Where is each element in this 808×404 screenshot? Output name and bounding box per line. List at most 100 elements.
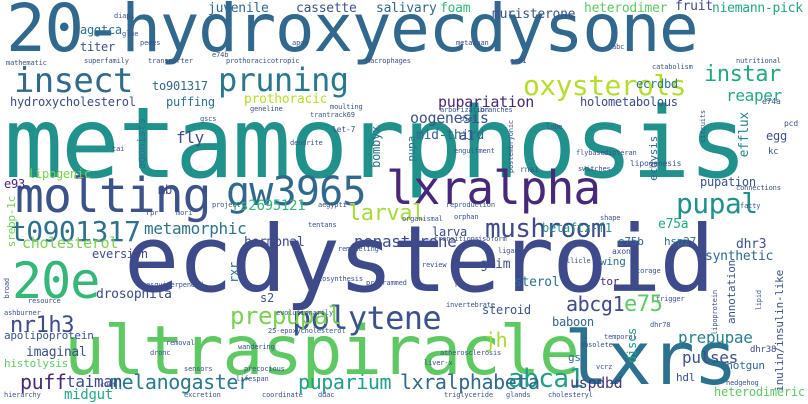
word: prothoracic — [244, 92, 328, 107]
word: ecrdbd — [636, 77, 678, 91]
word: let-7 — [332, 125, 356, 134]
word: uspdbd — [570, 374, 623, 392]
word: melanogaster — [110, 370, 250, 394]
word: hsp27 — [664, 235, 697, 248]
word: heterodimeric — [714, 385, 805, 399]
word: follicle — [558, 257, 591, 265]
word: rs2695121 — [232, 198, 306, 214]
word: rxr — [227, 262, 241, 283]
word: lobe — [546, 123, 563, 131]
word: diap1 — [114, 12, 135, 20]
word: organismal — [402, 215, 443, 223]
word: eversion — [92, 247, 148, 261]
word: e74a — [762, 97, 781, 106]
word: mb — [158, 183, 172, 197]
word: oogenesis — [410, 109, 489, 127]
word: reaper — [726, 86, 782, 105]
word: insect — [14, 61, 133, 101]
word: puff — [20, 370, 67, 394]
word: hierarchy — [4, 391, 41, 399]
word: kc — [768, 147, 779, 157]
word: betaftz-f1 — [542, 221, 612, 235]
word: larval — [348, 201, 425, 226]
word: aggtca — [80, 23, 122, 37]
word: molting — [15, 168, 212, 224]
word: grim — [480, 257, 511, 272]
word: ligands — [498, 247, 527, 255]
word: 20-hydroxyecdysone — [6, 0, 699, 67]
word: lipid — [755, 290, 763, 311]
word: midgut — [64, 387, 113, 403]
word: transitions — [434, 235, 479, 243]
word: e75b — [618, 235, 644, 248]
word: moulting — [330, 103, 363, 111]
word: drosophila — [96, 287, 172, 302]
word: lipogenesis — [630, 159, 682, 168]
word: cholesterol — [22, 234, 119, 252]
word: instar — [704, 62, 781, 87]
word: reproduction — [446, 201, 495, 209]
word: tentans — [308, 221, 337, 229]
word: evolutionarily — [276, 309, 334, 317]
word: tai — [112, 145, 125, 153]
word: isoform — [478, 235, 507, 243]
word: dendrite — [290, 139, 323, 147]
word: gw3965 — [226, 169, 367, 215]
word: rpr — [146, 209, 159, 217]
word: pupal — [676, 187, 758, 220]
word: liver-x — [424, 359, 453, 367]
word: fatty — [740, 202, 761, 210]
word: jh — [484, 328, 508, 352]
word: lipogenic — [28, 167, 91, 181]
word: pulses — [682, 348, 738, 367]
word: pupation — [700, 175, 756, 189]
word: circuits — [699, 110, 707, 143]
word: resource — [28, 297, 61, 305]
word: coordinate — [262, 391, 303, 399]
word: lipoprotein — [711, 290, 719, 335]
word: e75a — [658, 217, 689, 232]
word: efflux — [737, 112, 752, 158]
word: cassette — [296, 1, 357, 16]
word: nutritional — [736, 57, 781, 65]
word: pcd — [784, 119, 798, 128]
word: programmed — [366, 279, 407, 287]
word: prepupae — [678, 328, 753, 347]
word: branches — [480, 106, 513, 114]
word: diet — [460, 115, 477, 123]
word: trantrack69 — [310, 111, 355, 119]
word: shotgun — [720, 359, 765, 372]
word: mushroom — [485, 214, 607, 244]
word: lifespan — [236, 375, 269, 383]
word: hdl — [676, 371, 696, 384]
word: s2 — [260, 291, 274, 305]
word: oxysterols — [523, 69, 687, 102]
word: atherosclerosis — [440, 349, 502, 357]
word: shape — [600, 214, 621, 222]
word: metamorphosis — [4, 87, 748, 201]
word: dhr3 — [736, 237, 767, 252]
word: aegypti — [318, 201, 347, 209]
word: precocious — [244, 365, 285, 373]
word: tor — [600, 275, 620, 288]
word: macrophages — [366, 57, 411, 65]
word: dronc — [150, 349, 171, 357]
word: ecd1 — [510, 57, 527, 65]
word: arborization — [440, 106, 489, 114]
word: egg — [766, 129, 787, 143]
word: lxralpha — [386, 161, 601, 215]
word: pupa — [405, 136, 418, 162]
word: prothoracicotropic — [226, 57, 300, 65]
word: dhr38 — [750, 345, 777, 355]
word: remodeling — [338, 245, 379, 253]
word: e93 — [4, 177, 25, 191]
word: sensors — [184, 365, 213, 373]
word: sesquiterpenoid — [142, 281, 204, 289]
word: gsc — [568, 351, 588, 364]
word: hormonal — [244, 235, 305, 250]
word: baboon — [552, 315, 594, 329]
word: rnai — [520, 165, 539, 174]
word: glands — [506, 391, 531, 399]
word: foam — [440, 1, 471, 16]
